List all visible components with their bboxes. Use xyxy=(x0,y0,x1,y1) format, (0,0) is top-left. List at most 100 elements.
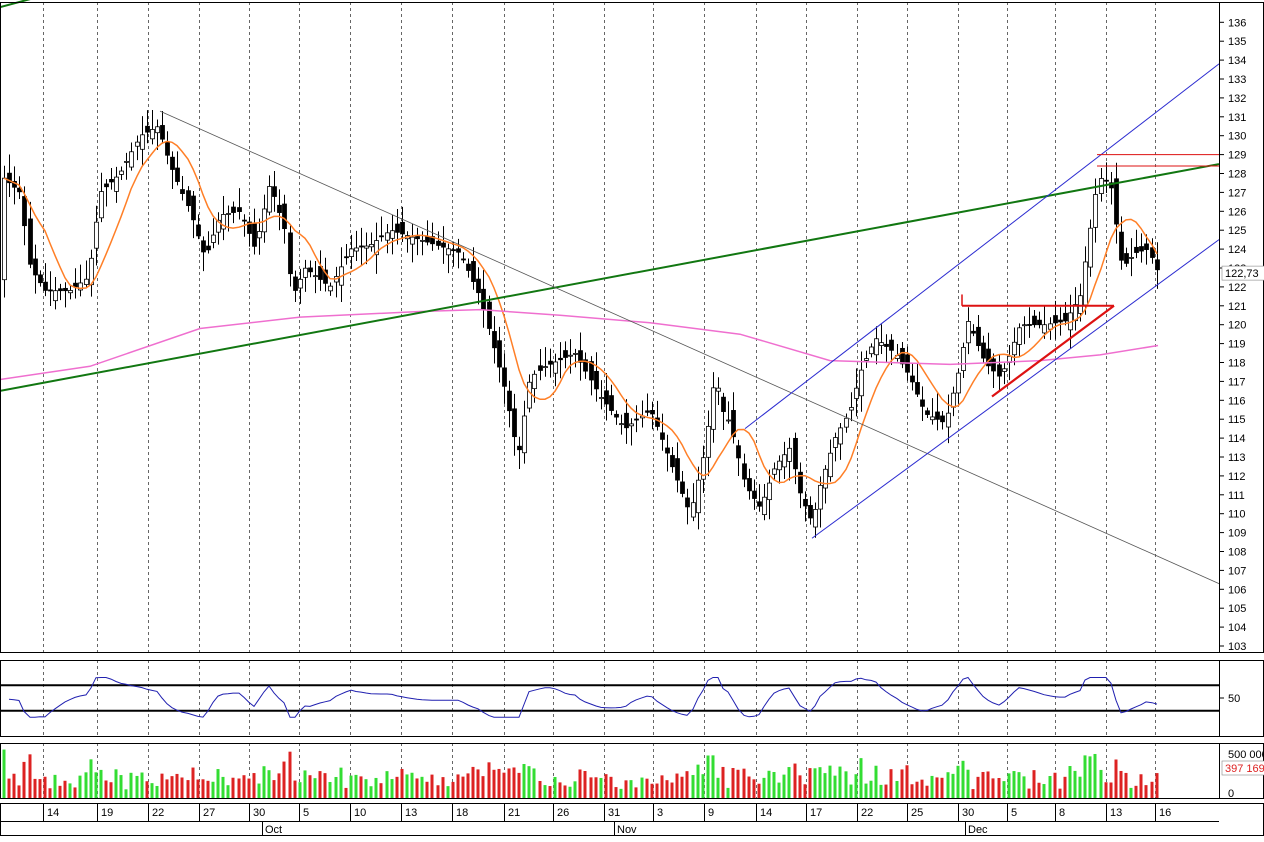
candle[interactable] xyxy=(1088,219,1093,277)
candle[interactable] xyxy=(84,260,89,288)
candle[interactable] xyxy=(129,142,134,171)
gray-downtrend-line[interactable] xyxy=(159,110,1220,584)
green-channel-upper-line[interactable] xyxy=(0,0,275,9)
candle[interactable] xyxy=(119,166,124,181)
candle[interactable] xyxy=(28,201,33,269)
candle[interactable] xyxy=(997,354,1002,391)
candle[interactable] xyxy=(191,190,196,239)
candle[interactable] xyxy=(456,238,461,269)
candle[interactable] xyxy=(1104,162,1109,194)
candle[interactable] xyxy=(680,470,685,498)
candle[interactable] xyxy=(599,380,604,410)
candle[interactable] xyxy=(920,386,925,422)
candle[interactable] xyxy=(114,166,119,203)
candle[interactable] xyxy=(655,400,660,431)
candle[interactable] xyxy=(1134,229,1139,259)
candle[interactable] xyxy=(675,442,680,493)
candle[interactable] xyxy=(930,398,935,425)
candle[interactable] xyxy=(318,250,323,291)
candle[interactable] xyxy=(344,243,349,265)
candle[interactable] xyxy=(237,188,242,220)
candle[interactable] xyxy=(257,218,262,255)
candle[interactable] xyxy=(548,348,553,378)
candle[interactable] xyxy=(328,282,333,296)
candle[interactable] xyxy=(538,349,543,381)
candle[interactable] xyxy=(670,446,675,473)
candle[interactable] xyxy=(900,341,905,369)
candle[interactable] xyxy=(869,343,874,358)
candle[interactable] xyxy=(334,266,339,298)
candle[interactable] xyxy=(104,179,109,207)
candle[interactable] xyxy=(410,223,415,263)
candle[interactable] xyxy=(946,394,951,444)
candle[interactable] xyxy=(33,244,38,294)
candle[interactable] xyxy=(262,194,267,243)
candle[interactable] xyxy=(558,342,563,379)
candle[interactable] xyxy=(986,332,991,375)
candle[interactable] xyxy=(58,283,63,301)
candle[interactable] xyxy=(109,167,114,190)
candle[interactable] xyxy=(124,152,129,180)
candle[interactable] xyxy=(68,285,73,300)
candle[interactable] xyxy=(272,170,277,212)
candle[interactable] xyxy=(818,476,823,528)
candle[interactable] xyxy=(364,232,369,265)
candle[interactable] xyxy=(1150,238,1155,264)
candle[interactable] xyxy=(1002,363,1007,385)
blue-channel-lower-line[interactable] xyxy=(811,239,1220,539)
candle[interactable] xyxy=(267,175,272,216)
candle[interactable] xyxy=(874,326,879,365)
candle[interactable] xyxy=(415,227,420,256)
candle[interactable] xyxy=(634,405,639,433)
candle[interactable] xyxy=(742,453,747,488)
candle[interactable] xyxy=(1042,305,1047,339)
candle[interactable] xyxy=(660,413,665,451)
candle[interactable] xyxy=(849,392,854,422)
candle[interactable] xyxy=(502,353,507,404)
candle[interactable] xyxy=(1032,309,1037,328)
candle[interactable] xyxy=(170,151,175,189)
candle[interactable] xyxy=(497,326,502,383)
candle[interactable] xyxy=(854,368,859,417)
candle[interactable] xyxy=(522,400,527,464)
candle[interactable] xyxy=(1012,327,1017,366)
candle[interactable] xyxy=(951,386,956,417)
candle[interactable] xyxy=(594,352,599,402)
candle[interactable] xyxy=(915,363,920,398)
candle[interactable] xyxy=(441,226,446,264)
candle[interactable] xyxy=(298,268,303,304)
candle[interactable] xyxy=(782,441,787,480)
candle[interactable] xyxy=(466,258,471,278)
candle[interactable] xyxy=(507,380,512,428)
candle[interactable] xyxy=(1155,242,1160,289)
candle[interactable] xyxy=(150,110,155,145)
candle[interactable] xyxy=(752,479,757,510)
candle[interactable] xyxy=(543,347,548,377)
candle[interactable] xyxy=(895,344,900,362)
candle[interactable] xyxy=(481,269,486,328)
candle[interactable] xyxy=(155,119,160,151)
candle[interactable] xyxy=(175,151,180,186)
candle[interactable] xyxy=(808,496,813,525)
candle[interactable] xyxy=(63,282,68,308)
candle[interactable] xyxy=(736,439,741,476)
candle[interactable] xyxy=(961,342,966,378)
candle[interactable] xyxy=(685,488,690,525)
candle[interactable] xyxy=(89,249,94,297)
candle[interactable] xyxy=(777,455,782,484)
candle[interactable] xyxy=(665,434,670,472)
candle[interactable] xyxy=(701,445,706,493)
candle[interactable] xyxy=(48,271,53,306)
candle[interactable] xyxy=(721,392,726,430)
candle[interactable] xyxy=(354,230,359,262)
candle[interactable] xyxy=(767,469,772,520)
candle[interactable] xyxy=(196,214,201,240)
candle[interactable] xyxy=(512,393,517,456)
candle[interactable] xyxy=(691,483,696,522)
candle[interactable] xyxy=(471,247,476,290)
oscillator-panel[interactable] xyxy=(0,676,1219,718)
candle[interactable] xyxy=(303,259,308,292)
candle[interactable] xyxy=(884,334,889,362)
candle[interactable] xyxy=(1129,238,1134,277)
candle[interactable] xyxy=(976,314,981,352)
